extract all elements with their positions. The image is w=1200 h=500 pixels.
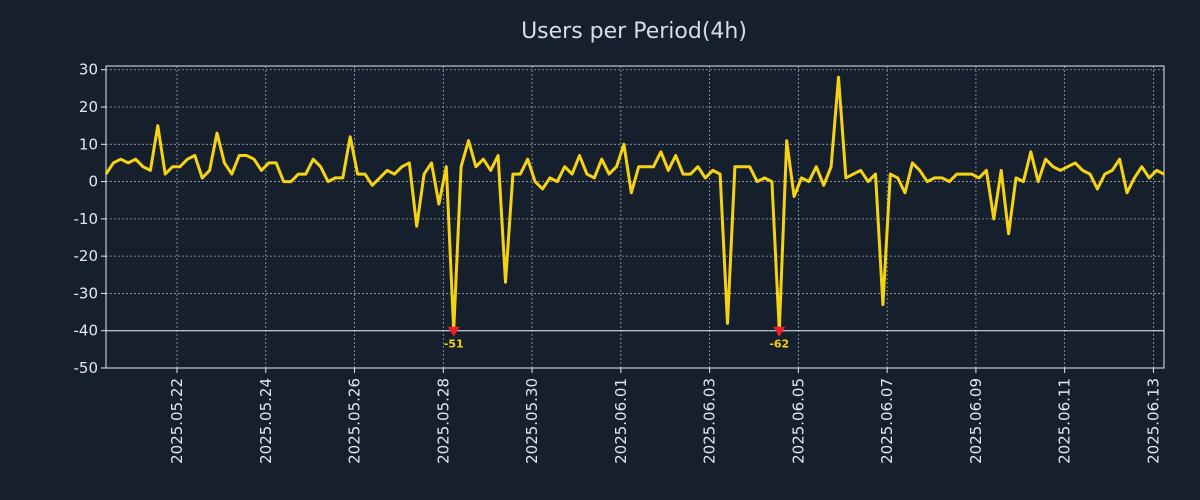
y-tick-label: -40 (74, 322, 99, 340)
x-tick-label: 2025.05.28 (434, 378, 452, 464)
y-tick-label: -50 (74, 359, 99, 377)
y-tick-label: 20 (79, 98, 98, 116)
y-tick-label: -20 (74, 247, 99, 265)
x-tick-label: 2025.05.22 (168, 378, 186, 464)
y-tick-label: 0 (88, 173, 98, 191)
outlier-marker (773, 326, 786, 337)
x-tick-label: 2025.06.13 (1144, 378, 1162, 464)
x-tick-label: 2025.06.07 (878, 378, 896, 464)
y-tick-label: 30 (79, 61, 98, 79)
x-tick-label: 2025.06.03 (701, 378, 719, 464)
x-tick-label: 2025.06.09 (967, 378, 985, 464)
x-tick-label: 2025.05.26 (346, 378, 364, 464)
plot-frame (105, 65, 1165, 369)
y-tick-label: 10 (79, 135, 98, 153)
outlier-label: -51 (444, 338, 464, 351)
y-tick-label: -30 (74, 284, 99, 302)
outlier-marker (447, 326, 460, 337)
x-tick-label: 2025.06.05 (789, 378, 807, 464)
series-line-users (104, 75, 1165, 333)
annotation-layer: -51 -62 (444, 326, 789, 351)
chart-title: Users per Period(4h) (521, 19, 747, 44)
y-tick-label: -10 (74, 210, 99, 228)
x-tick-label: 2025.06.11 (1056, 378, 1074, 464)
x-tick-label: 2025.06.01 (612, 378, 630, 464)
series-layer (104, 75, 1165, 333)
x-tick-label: 2025.05.30 (523, 378, 541, 464)
outlier-label: -62 (769, 338, 789, 351)
axes: 30 20 10 0 -10 -20 -30 -40 -50 2025.05.22 2025.05.… (74, 61, 1165, 464)
x-tick-label: 2025.05.24 (257, 378, 275, 464)
